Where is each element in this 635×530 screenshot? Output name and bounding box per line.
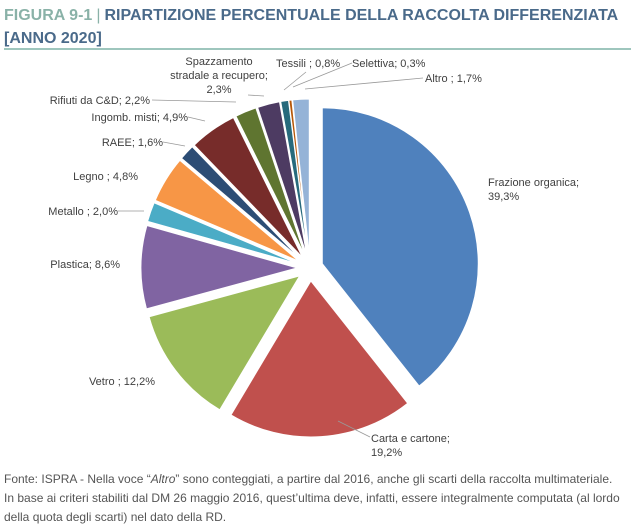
slice-label: Metallo ; 2,0% xyxy=(48,206,118,218)
pie-slice xyxy=(146,202,298,265)
pie-slice xyxy=(321,107,479,387)
pie-slice xyxy=(180,146,301,260)
slice-label: Selettiva; 0,3% xyxy=(352,58,426,70)
figure-title-line2: [ANNO 2020] xyxy=(4,30,102,47)
pie-slice xyxy=(193,116,303,258)
leader-line xyxy=(187,116,206,122)
leader-line xyxy=(337,420,371,438)
pie-slice xyxy=(288,99,309,256)
slice-label: Rifiuti da C&D; 2,2% xyxy=(50,95,150,107)
pie-slice xyxy=(235,107,306,257)
pie-chart: Frazione organica; 39,3% Carta e cartone; 1… xyxy=(48,56,579,459)
pie-slice xyxy=(292,98,310,256)
slice-label: Plastica; 8,6% xyxy=(50,259,120,271)
pie-slice xyxy=(230,280,409,438)
leader-line xyxy=(162,141,186,147)
pie-slice xyxy=(140,224,299,310)
slice-label: RAEE; 1,6% xyxy=(102,137,163,149)
footer-source-italic: Altro xyxy=(150,472,176,486)
figure-title-line1: RIPARTIZIONE PERCENTUALE DELLA RACCOLTA … xyxy=(104,7,619,24)
slice-label: Tessili ; 0,8% xyxy=(276,58,340,70)
footer-source-prefix: Fonte: ISPRA - Nella voce “ xyxy=(4,472,151,486)
figure-separator: | xyxy=(96,7,101,24)
figure-footer: Fonte: ISPRA - Nella voce “Altro” sono c… xyxy=(4,470,631,527)
leader-line xyxy=(247,94,265,97)
footer-source: Fonte: ISPRA - Nella voce “Altro” sono c… xyxy=(4,470,631,489)
leader-line xyxy=(283,71,307,91)
leader-line xyxy=(151,99,237,103)
header-rule xyxy=(4,48,631,50)
pie-slice xyxy=(148,275,301,411)
leader-line xyxy=(292,62,353,88)
pie-slice xyxy=(256,101,308,256)
slice-label: Altro ; 1,7% xyxy=(425,73,482,85)
pie-slice xyxy=(154,159,300,262)
slice-label: Ingomb. misti; 4,9% xyxy=(91,112,188,124)
footer-note: In base ai criteri stabiliti dal DM 26 m… xyxy=(4,491,620,524)
slice-label: Spazzamento stradale a recupero; 2,3% xyxy=(170,56,268,96)
slice-label: Frazione organica; 39,3% xyxy=(488,177,579,203)
slice-label: Vetro ; 12,2% xyxy=(89,376,155,388)
figure-header: FIGURA 9-1 | RIPARTIZIONE PERCENTUALE DELL… xyxy=(4,4,631,50)
figure-label: FIGURA 9-1 xyxy=(4,7,93,24)
footer-source-suffix: ” sono conteggiati, a partire dal 2016, … xyxy=(175,472,613,486)
leader-line xyxy=(304,77,424,90)
slice-label: Carta e cartone; 19,2% xyxy=(371,433,450,459)
slice-label: Legno ; 4,8% xyxy=(73,171,138,183)
